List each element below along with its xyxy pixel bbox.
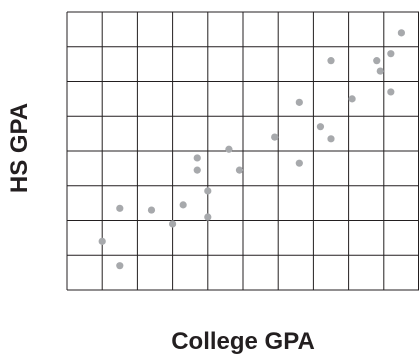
data-point [271, 133, 279, 141]
x-axis-label: College GPA [171, 328, 315, 355]
data-point [193, 154, 201, 162]
data-point [179, 201, 187, 209]
data-point [387, 50, 395, 58]
data-point [116, 204, 124, 212]
data-point [225, 145, 233, 153]
y-axis-label: HS GPA [6, 102, 33, 194]
data-point [316, 123, 325, 131]
data-point [169, 220, 177, 228]
data-point [235, 166, 244, 174]
data-point [348, 95, 356, 103]
data-point [295, 98, 303, 106]
data-point [116, 262, 124, 270]
data-points [98, 29, 405, 270]
data-point [204, 213, 212, 221]
data-point [193, 166, 201, 174]
data-point [373, 57, 381, 65]
data-point [327, 135, 335, 143]
data-point [387, 88, 395, 96]
data-point [376, 67, 384, 75]
data-point [98, 237, 106, 245]
data-point [295, 159, 303, 167]
data-point [204, 187, 212, 195]
data-point [147, 206, 156, 214]
data-point [327, 57, 335, 65]
data-point [397, 29, 405, 37]
grid [66, 11, 419, 291]
